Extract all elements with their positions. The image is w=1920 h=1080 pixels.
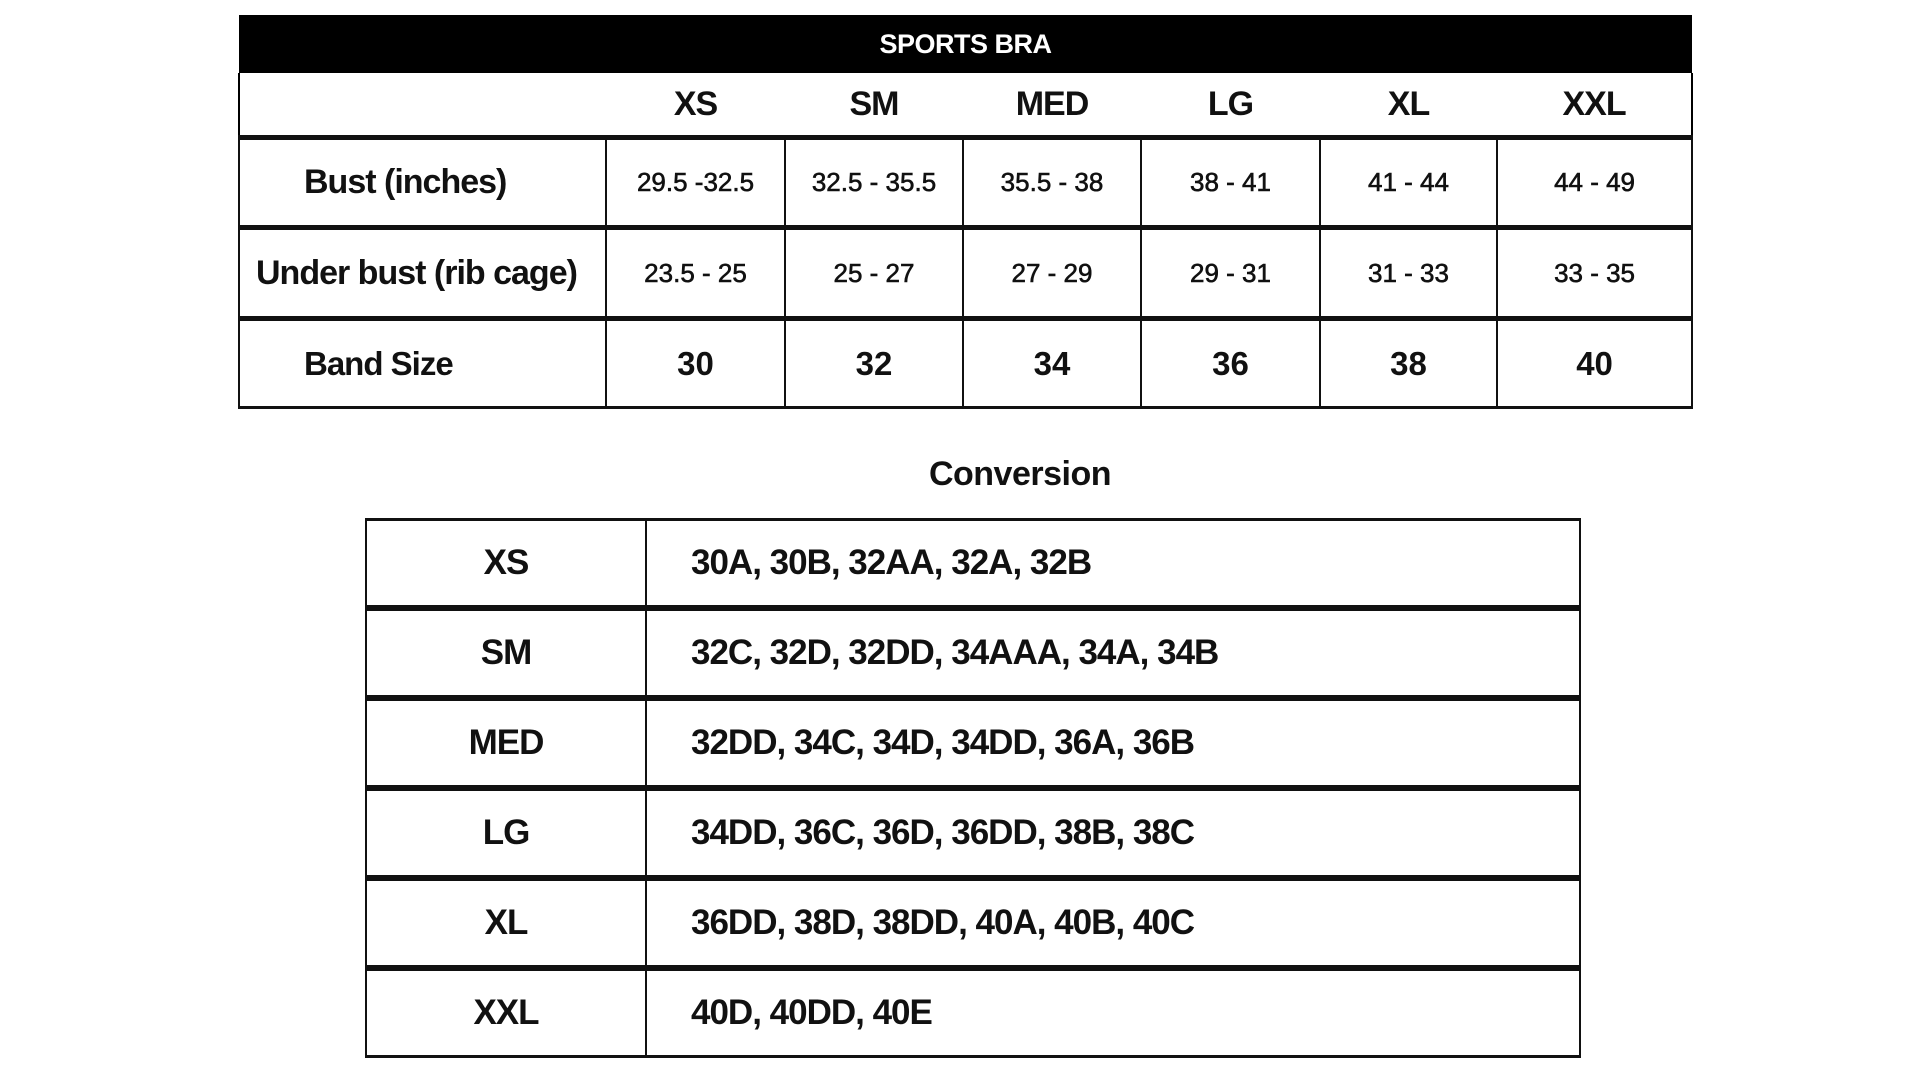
cell: 36 (1140, 316, 1321, 409)
row-label: Bust (inches) (238, 135, 607, 229)
size-cell: LG (365, 787, 647, 881)
size-cell: XL (365, 877, 647, 971)
row-label: Under bust (rib cage) (238, 225, 607, 320)
cell: 27 - 29 (962, 225, 1142, 320)
conversion-cell: 40D, 40DD, 40E (645, 967, 1581, 1058)
conversion-cell: 36DD, 38D, 38DD, 40A, 40B, 40C (645, 877, 1581, 971)
cell: 31 - 33 (1319, 225, 1498, 320)
cell: 29 - 31 (1140, 225, 1321, 320)
table-row: XS 30A, 30B, 32AA, 32A, 32B (365, 518, 1581, 611)
conversion-title: Conversion (928, 455, 1112, 493)
table-row: Band Size 30 32 34 36 38 40 (238, 316, 1694, 409)
conversion-cell: 30A, 30B, 32AA, 32A, 32B (645, 518, 1581, 611)
sports-bra-size-table: SPORTS BRA XS SM MED LG XL XXL Bust (inc… (238, 15, 1694, 409)
size-cell: XS (365, 518, 647, 611)
table-row: MED 32DD, 34C, 34D, 34DD, 36A, 36B (365, 697, 1581, 791)
size-cell: MED (365, 697, 647, 791)
table-row: XXL 40D, 40DD, 40E (365, 967, 1581, 1058)
cell: 44 - 49 (1495, 135, 1694, 229)
size-header: LG (1207, 84, 1254, 123)
table-row: SM 32C, 32D, 32DD, 34AAA, 34A, 34B (365, 607, 1581, 701)
conversion-table: XS 30A, 30B, 32AA, 32A, 32B SM 32C, 32D, 3… (365, 518, 1581, 1058)
cell: 40 (1495, 316, 1694, 409)
conversion-cell: 32C, 32D, 32DD, 34AAA, 34A, 34B (645, 607, 1581, 701)
size-header: XXL (1497, 73, 1694, 138)
table-row: Under bust (rib cage) 23.5 - 25 25 - 27 … (238, 225, 1694, 320)
cell: 32.5 - 35.5 (784, 135, 964, 229)
cell: 38 - 41 (1140, 135, 1321, 229)
cell: 32 (784, 316, 964, 409)
conversion-cell: 32DD, 34C, 34D, 34DD, 36A, 36B (645, 697, 1581, 791)
table-row: LG 34DD, 36C, 36D, 36DD, 38B, 38C (365, 787, 1581, 881)
size-cell: SM (365, 607, 647, 701)
size-header: XL (1387, 84, 1430, 123)
cell: 30 (605, 316, 786, 409)
size-header: SM (849, 84, 900, 123)
cell: 25 - 27 (784, 225, 964, 320)
row-label: Band Size (238, 316, 607, 409)
cell: 33 - 35 (1495, 225, 1694, 320)
conversion-cell: 34DD, 36C, 36D, 36DD, 38B, 38C (645, 787, 1581, 881)
table-row: XL 36DD, 38D, 38DD, 40A, 40B, 40C (365, 877, 1581, 971)
table-title: SPORTS BRA (239, 15, 1693, 73)
empty-header-cell (238, 73, 606, 138)
table-row: Bust (inches) 29.5 -32.5 32.5 - 35.5 35.… (238, 135, 1694, 229)
size-header: XS (673, 84, 718, 123)
cell: 38 (1319, 316, 1498, 409)
size-header-row: XS SM MED LG XL XXL (238, 73, 1694, 138)
size-header: MED (1015, 84, 1090, 123)
size-cell: XXL (365, 967, 647, 1058)
cell: 23.5 - 25 (605, 225, 786, 320)
cell: 35.5 - 38 (962, 135, 1142, 229)
cell: 29.5 -32.5 (605, 135, 786, 229)
cell: 34 (962, 316, 1142, 409)
cell: 41 - 44 (1319, 135, 1498, 229)
